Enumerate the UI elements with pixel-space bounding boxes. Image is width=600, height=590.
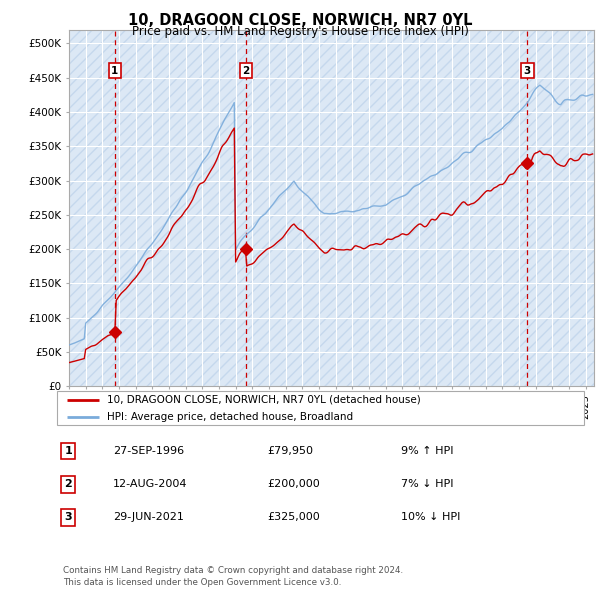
Text: 29-JUN-2021: 29-JUN-2021 [113,513,184,522]
Text: Price paid vs. HM Land Registry's House Price Index (HPI): Price paid vs. HM Land Registry's House … [131,25,469,38]
FancyBboxPatch shape [56,391,584,425]
Text: 12-AUG-2004: 12-AUG-2004 [113,480,187,489]
Text: 10% ↓ HPI: 10% ↓ HPI [401,513,460,522]
Bar [69,30,594,386]
Text: 2: 2 [65,480,72,489]
Text: 1: 1 [65,447,72,456]
Text: £79,950: £79,950 [268,447,314,456]
Text: 9% ↑ HPI: 9% ↑ HPI [401,447,454,456]
Text: 7% ↓ HPI: 7% ↓ HPI [401,480,454,489]
Text: 1: 1 [111,65,118,76]
Text: 27-SEP-1996: 27-SEP-1996 [113,447,184,456]
Text: 10, DRAGOON CLOSE, NORWICH, NR7 0YL (detached house): 10, DRAGOON CLOSE, NORWICH, NR7 0YL (det… [107,395,421,405]
Text: 2: 2 [242,65,250,76]
Text: 10, DRAGOON CLOSE, NORWICH, NR7 0YL: 10, DRAGOON CLOSE, NORWICH, NR7 0YL [128,13,472,28]
Text: £200,000: £200,000 [268,480,320,489]
Text: Contains HM Land Registry data © Crown copyright and database right 2024.
This d: Contains HM Land Registry data © Crown c… [63,566,403,587]
Text: 3: 3 [524,65,531,76]
Text: £325,000: £325,000 [268,513,320,522]
Text: 3: 3 [65,513,72,522]
Text: HPI: Average price, detached house, Broadland: HPI: Average price, detached house, Broa… [107,412,353,422]
Bar [69,30,594,386]
